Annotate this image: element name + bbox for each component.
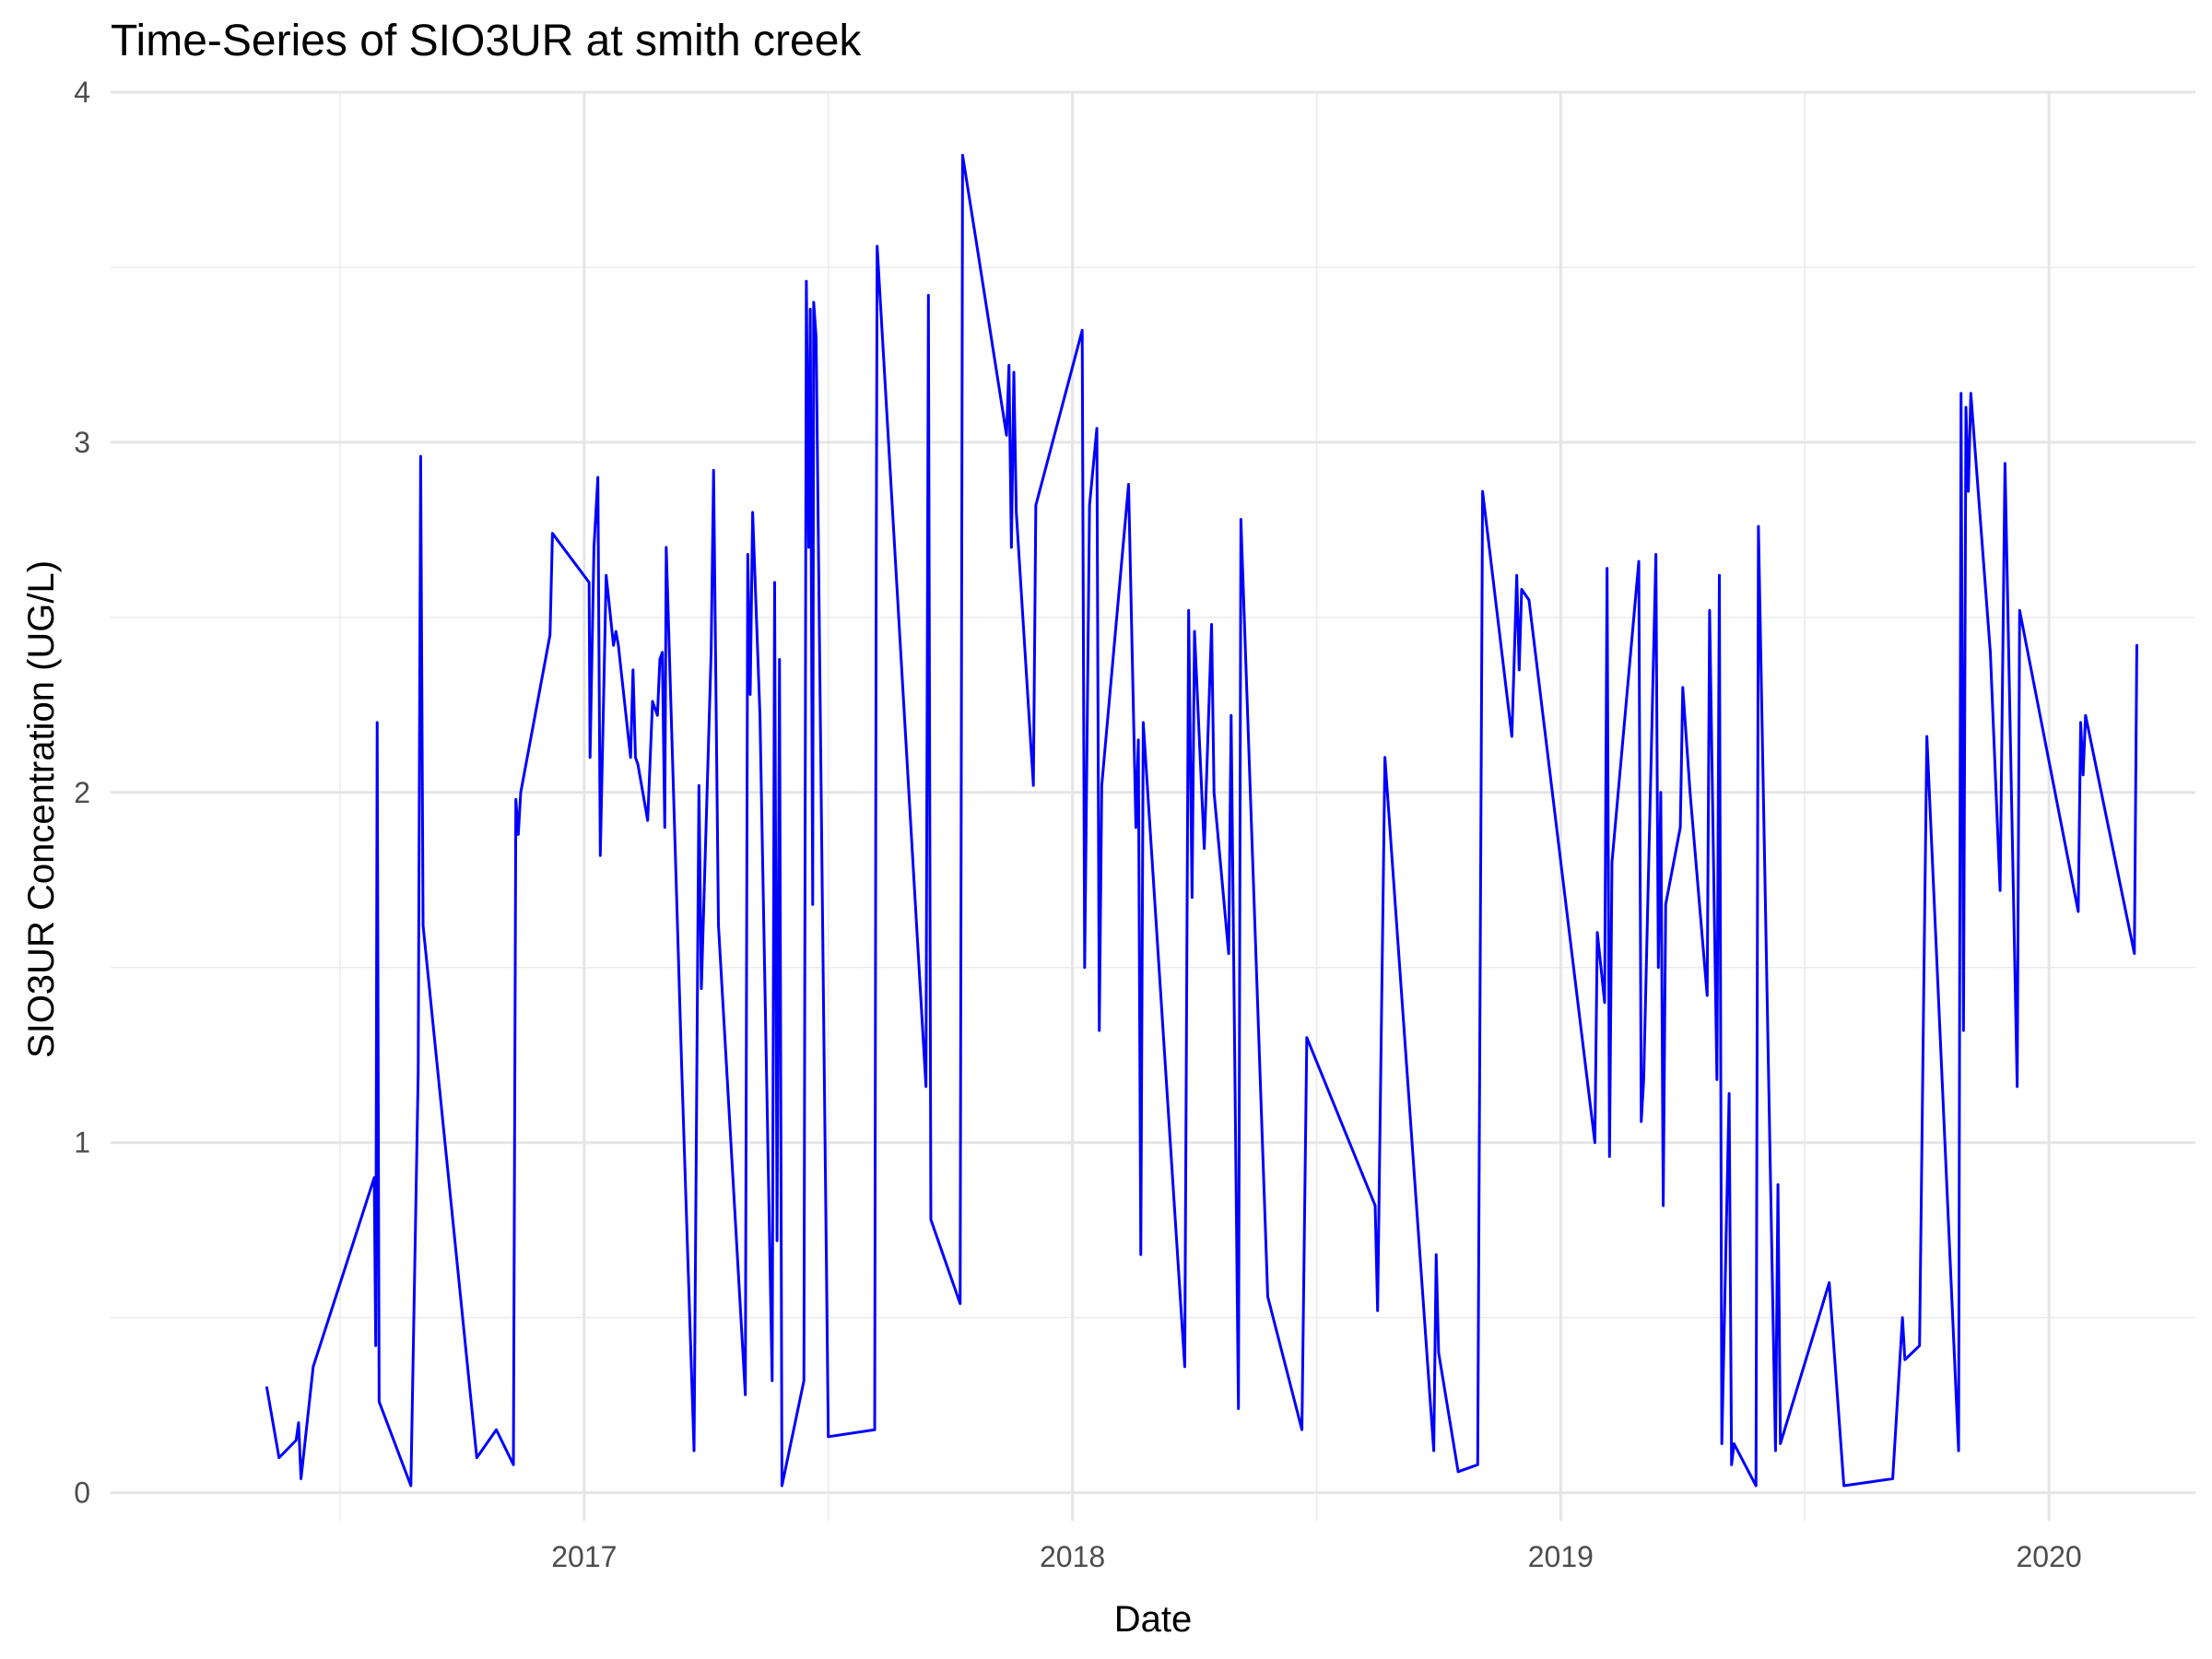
series-layer xyxy=(265,153,2138,1488)
minor-gridlines xyxy=(111,92,2195,1521)
series-line xyxy=(265,153,2138,1488)
y-tick-label: 3 xyxy=(74,426,90,459)
y-tick-label: 2 xyxy=(74,776,90,809)
x-tick-label: 2018 xyxy=(1040,1540,1105,1573)
x-axis-title: Date xyxy=(1114,1599,1193,1640)
y-axis-title: SIO3UR Concentration (UG/L) xyxy=(21,560,62,1058)
chart-title: Time-Series of SIO3UR at smith creek xyxy=(111,17,862,65)
major-gridlines xyxy=(111,90,2195,1521)
y-tick-label: 1 xyxy=(74,1126,90,1159)
y-tick-label: 0 xyxy=(74,1477,90,1510)
x-tick-label: 2019 xyxy=(1528,1540,1594,1573)
y-tick-label: 4 xyxy=(74,76,90,109)
x-tick-label: 2020 xyxy=(2016,1540,2081,1573)
tick-labels: 2017 2018 2019 2020 0 1 2 3 4 xyxy=(74,76,2081,1573)
x-tick-label: 2017 xyxy=(551,1540,617,1573)
